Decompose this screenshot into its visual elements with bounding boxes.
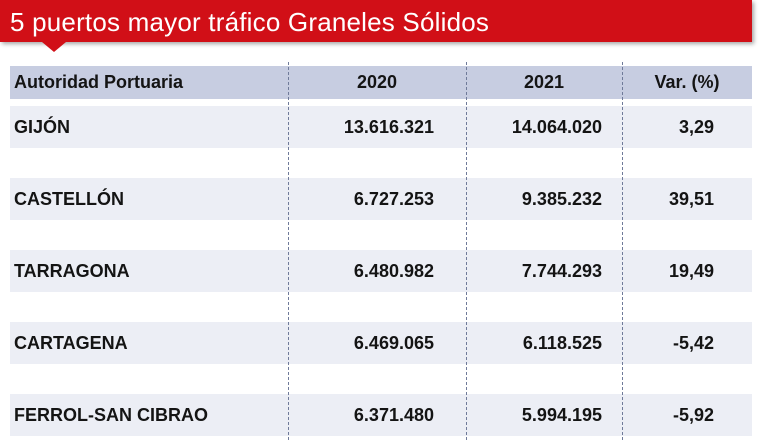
column-divider — [288, 62, 289, 440]
value-variation: 39,51 — [668, 188, 714, 209]
value-2021: 7.744.293 — [521, 260, 602, 281]
header-port: Autoridad Portuaria — [14, 72, 184, 92]
value-variation: -5,42 — [672, 332, 714, 353]
value-2021: 6.118.525 — [522, 332, 602, 353]
title-banner: 5 puertos mayor tráfico Graneles Sólidos — [0, 0, 752, 42]
port-name: CARTAGENA — [14, 332, 128, 353]
table-title: 5 puertos mayor tráfico Graneles Sólidos — [10, 7, 490, 37]
port-name: FERROL-SAN CIBRAO — [14, 404, 208, 425]
column-divider — [466, 62, 467, 440]
header-2021: 2021 — [523, 72, 565, 92]
header-variation: Var. (%) — [654, 72, 720, 92]
row-spacer — [10, 364, 752, 394]
value-2021: 5.994.195 — [521, 404, 602, 425]
table-header-row: Autoridad Portuaria 2020 2021 Var. (%) — [10, 66, 752, 99]
value-2020: 6.480.982 — [353, 260, 434, 281]
ports-table: Autoridad Portuaria 2020 2021 Var. (%) G… — [10, 62, 752, 447]
row-spacer — [10, 292, 752, 322]
table-row: FERROL-SAN CIBRAO 6.371.480 5.994.195 -5… — [10, 394, 752, 436]
value-variation: 3,29 — [678, 116, 714, 137]
value-variation: 19,49 — [668, 260, 714, 281]
value-2021: 14.064.020 — [511, 116, 602, 137]
row-spacer — [10, 220, 752, 250]
port-name: CASTELLÓN — [14, 188, 124, 209]
port-name: TARRAGONA — [14, 260, 130, 281]
port-name: GIJÓN — [14, 116, 71, 137]
value-variation: -5,92 — [672, 404, 714, 425]
table-row: TARRAGONA 6.480.982 7.744.293 19,49 — [10, 250, 752, 292]
table-row: CARTAGENA 6.469.065 6.118.525 -5,42 — [10, 322, 752, 364]
value-2021: 9.385.232 — [521, 188, 602, 209]
value-2020: 6.727.253 — [353, 188, 434, 209]
title-banner-pointer — [42, 42, 66, 52]
table-row: CASTELLÓN 6.727.253 9.385.232 39,51 — [10, 178, 752, 220]
value-2020: 13.616.321 — [343, 116, 434, 137]
column-divider — [622, 62, 623, 440]
value-2020: 6.371.480 — [353, 404, 434, 425]
table-row: GIJÓN 13.616.321 14.064.020 3,29 — [10, 106, 752, 148]
value-2020: 6.469.065 — [353, 332, 434, 353]
row-spacer — [10, 148, 752, 178]
header-2020: 2020 — [356, 72, 398, 92]
